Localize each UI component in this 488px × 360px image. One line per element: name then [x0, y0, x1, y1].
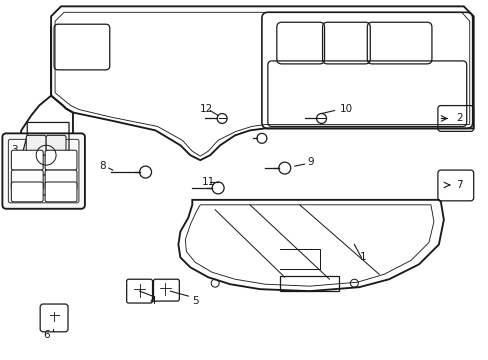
FancyBboxPatch shape: [45, 170, 77, 190]
Text: 9: 9: [307, 157, 314, 167]
Text: 3: 3: [11, 145, 18, 155]
FancyBboxPatch shape: [11, 150, 43, 170]
FancyBboxPatch shape: [26, 175, 46, 195]
FancyBboxPatch shape: [46, 135, 66, 155]
FancyBboxPatch shape: [2, 133, 85, 209]
Text: 5: 5: [192, 296, 198, 306]
Text: 2: 2: [455, 113, 462, 123]
FancyBboxPatch shape: [26, 135, 46, 155]
Text: 7: 7: [455, 180, 462, 190]
FancyBboxPatch shape: [11, 170, 43, 190]
Text: 11: 11: [202, 177, 215, 187]
Text: 4: 4: [149, 296, 156, 306]
Text: 6: 6: [43, 330, 50, 340]
FancyBboxPatch shape: [46, 175, 66, 195]
FancyBboxPatch shape: [46, 155, 66, 175]
FancyBboxPatch shape: [45, 182, 77, 202]
Text: 12: 12: [200, 104, 213, 113]
Text: 8: 8: [99, 161, 105, 171]
Text: 10: 10: [339, 104, 352, 113]
FancyBboxPatch shape: [45, 150, 77, 170]
FancyBboxPatch shape: [26, 155, 46, 175]
Text: 1: 1: [359, 252, 365, 262]
FancyBboxPatch shape: [11, 182, 43, 202]
